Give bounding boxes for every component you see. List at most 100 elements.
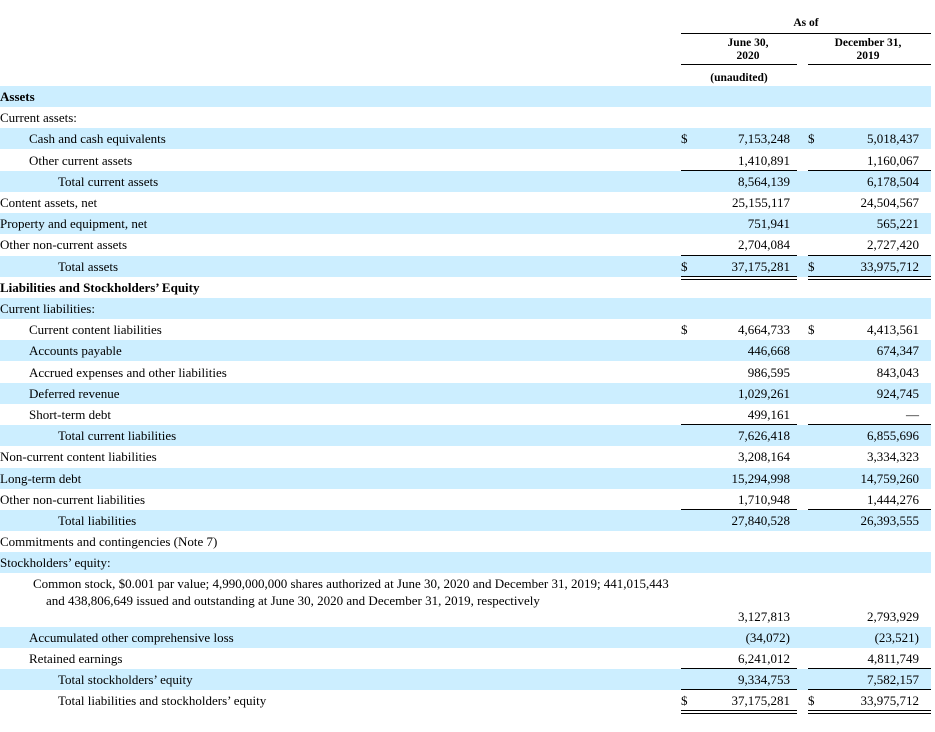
table-row: Total liabilities and stockholders’ equi… [0, 690, 931, 711]
table-row: Accounts payable 446,668 674,347 [0, 340, 931, 362]
value-dec-2019: 5,018,437 [867, 131, 919, 147]
row-label: Liabilities and Stockholders’ Equity [0, 279, 200, 295]
value-dec-2019: 674,347 [876, 343, 919, 359]
row-label: Other current assets [29, 152, 133, 168]
value-june-2020: 986,595 [747, 364, 790, 380]
common-stock-label: Common stock, $0.001 par value; 4,990,00… [33, 575, 669, 608]
row-label: Retained earnings [29, 650, 123, 666]
value-june-2020: 1,710,948 [738, 491, 790, 507]
value-june-2020: (34,072) [745, 629, 790, 645]
column-header-dec-2019-line2: 2019 [856, 50, 880, 62]
value-dec-2019: 2,727,420 [867, 237, 919, 253]
table-row: Content assets, net 25,155,117 24,504,567 [0, 192, 931, 213]
row-label: Non-current content liabilities [0, 449, 157, 465]
value-dec-2019: 33,975,712 [860, 693, 920, 709]
value-dec-2019: 6,178,504 [867, 173, 919, 189]
value-june-2020: 6,241,012 [738, 650, 790, 666]
underline [808, 509, 931, 510]
double-underline [681, 275, 797, 280]
row-label: Current liabilities: [0, 301, 95, 316]
value-june-2020: 3,127,813 [738, 608, 790, 624]
table-row: Other non-current assets 2,704,084 2,727,4… [0, 234, 931, 255]
dollar-sign: $ [808, 258, 815, 274]
underline [681, 169, 797, 171]
value-june-2020: 1,029,261 [738, 385, 790, 401]
value-june-2020: 25,155,117 [731, 195, 790, 210]
value-dec-2019: 565,221 [876, 216, 919, 232]
value-dec-2019: 4,413,561 [867, 322, 919, 338]
dollar-sign: $ [681, 131, 688, 147]
value-dec-2019: (23,521) [874, 629, 919, 645]
table-row: Total assets $ $37,175,281 33,975,712 [0, 255, 931, 277]
value-june-2020: 37,175,281 [731, 693, 791, 709]
column-header-dec-2019-line1: December 31, [834, 37, 902, 49]
value-june-2020: 4,664,733 [738, 322, 790, 338]
column-header-june-2020: June 30, 2020 [700, 37, 796, 63]
underline [681, 509, 797, 510]
row-label: Current assets: [0, 110, 77, 126]
value-dec-2019: 24,504,567 [860, 195, 920, 210]
row-label: Accumulated other comprehensive loss [29, 629, 234, 645]
column-header-june-2020-line2: 2020 [736, 50, 760, 62]
table-row: Current assets: [0, 107, 931, 128]
table-row: Short-term debt 499,161 — [0, 404, 931, 425]
value-dec-2019: 843,043 [876, 364, 919, 380]
double-underline [681, 710, 797, 715]
row-label: Total stockholders’ equity [58, 672, 193, 687]
row-label: Stockholders’ equity: [0, 555, 111, 571]
header-rule [681, 33, 931, 34]
table-row: Cash and cash equivalents $ $7,153,248 5,01… [0, 128, 931, 150]
value-dec-2019: 26,393,555 [860, 513, 920, 528]
table-row: Total stockholders’ equity 9,334,753 7,582… [0, 669, 931, 690]
dollar-sign: $ [681, 693, 688, 709]
row-label: Short-term debt [29, 407, 111, 422]
table-row: Stockholders’ equity: [0, 552, 931, 574]
value-dec-2019: 14,759,260 [860, 470, 920, 486]
row-label: Assets [0, 89, 35, 104]
row-label: Common stock, $0.001 par value; 4,990,00… [33, 575, 686, 609]
underline [681, 254, 797, 256]
table-row: Assets [0, 86, 931, 107]
value-june-2020: 37,175,281 [731, 258, 791, 274]
row-label: Accrued expenses and other liabilities [29, 364, 227, 380]
value-june-2020: 2,704,084 [738, 237, 790, 253]
underline [808, 689, 931, 691]
underline [681, 668, 797, 669]
table-row: Non-current content liabilities 3,208,164… [0, 446, 931, 467]
table-row: Accrued expenses and other liabilities 98… [0, 362, 931, 383]
dollar-sign: $ [808, 322, 815, 338]
table-row: Total current assets 8,564,139 6,178,504 [0, 170, 931, 192]
value-june-2020: 3,208,164 [738, 449, 790, 465]
double-underline [808, 275, 931, 280]
table-row: Accumulated other comprehensive loss (34,… [0, 626, 931, 648]
value-june-2020: 15,294,998 [731, 470, 791, 486]
underline [808, 668, 931, 669]
value-dec-2019: 4,811,749 [867, 650, 919, 666]
value-june-2020: 1,410,891 [738, 152, 790, 168]
dollar-sign: $ [808, 131, 815, 147]
value-june-2020: 446,668 [747, 343, 790, 359]
table-row: Other current assets 1,410,891 1,160,067 [0, 150, 931, 171]
value-june-2020: 751,941 [747, 216, 790, 232]
row-label: Total current liabilities [58, 428, 177, 444]
value-june-2020: 7,626,418 [738, 428, 790, 444]
column-header-dec-2019: December 31, 2019 [808, 37, 928, 63]
column-header-june-2020-line1: June 30, [727, 37, 769, 49]
row-label: Long-term debt [0, 470, 82, 486]
column-header-dec-rule [808, 64, 931, 65]
row-label: Total assets [58, 258, 119, 274]
row-label: Property and equipment, net [0, 216, 148, 232]
double-underline [808, 710, 931, 715]
table-row: Other non-current liabilities 1,710,948 1,… [0, 489, 931, 510]
as-of-header: As of [793, 17, 819, 29]
table-row: Current liabilities: [0, 298, 931, 319]
unaudited-note: (unaudited) [710, 72, 768, 84]
value-dec-2019: 1,160,067 [867, 152, 919, 168]
dollar-sign: $ [681, 258, 688, 274]
value-dec-2019: 3,334,323 [867, 449, 919, 465]
table-row: Property and equipment, net 751,941 565,22… [0, 213, 931, 235]
value-dec-2019: 7,582,157 [867, 672, 919, 687]
row-label: Total liabilities [58, 513, 137, 528]
column-header-june-rule [681, 64, 797, 65]
value-dec-2019: 1,444,276 [867, 491, 919, 507]
